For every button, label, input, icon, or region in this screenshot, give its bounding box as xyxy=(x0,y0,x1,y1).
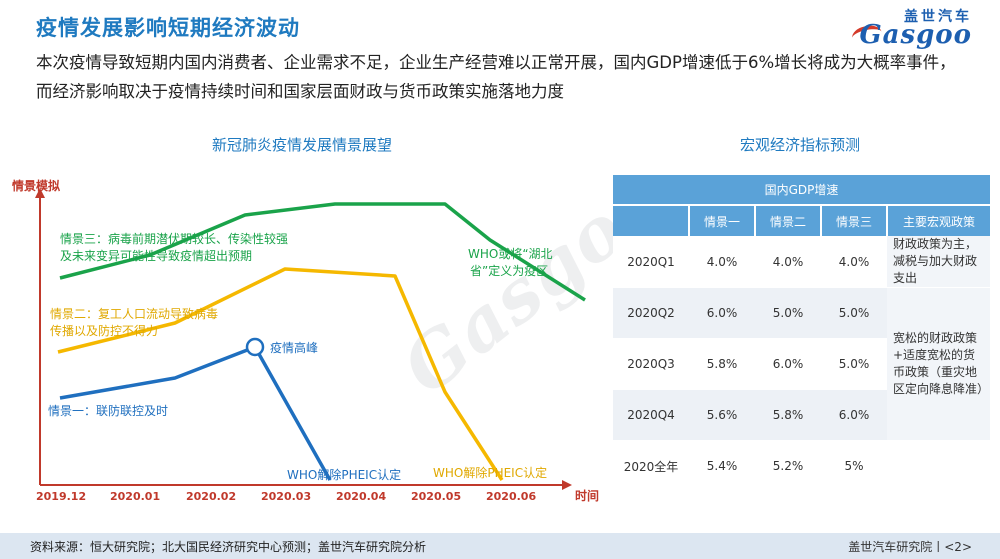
table-title: 宏观经济指标预测 xyxy=(740,136,861,154)
headline-text: 本次疫情导致短期内国内消费者、企业需求不足，企业生产经营难以正常开展，国内GDP… xyxy=(36,53,956,101)
x-axis-label: 时间 xyxy=(575,488,599,503)
table-row: 2020Q1 4.0% 4.0% 4.0% 财政政策为主，减税与加大财政支出 xyxy=(613,236,990,288)
table-row: 2020Q4 5.6% 5.8% 6.0% xyxy=(613,389,990,441)
logo-chinese-text: 盖世汽车 xyxy=(904,9,972,25)
page-title: 疫情发展影响短期经济波动 xyxy=(36,16,300,40)
who-pheic-label-2: WHO解除PHEIC认定 xyxy=(433,465,547,480)
value-cell: 5.6% xyxy=(689,389,755,441)
value-cell: 5.4% xyxy=(689,440,755,492)
who-hubei-label: 省”定义为疫区 xyxy=(470,263,548,278)
value-cell: 5.8% xyxy=(755,389,821,441)
x-tick-label: 2020.03 xyxy=(261,490,311,503)
scenario1-line xyxy=(59,345,332,481)
value-cell: 4.0% xyxy=(821,236,887,288)
gdp-forecast-table: 国内GDP增速 情景一 情景二 情景三 主要宏观政策 2020Q1 4.0% 4… xyxy=(613,175,990,492)
value-cell: 6.0% xyxy=(821,389,887,441)
policy-cell: 财政政策为主，减税与加大财政支出 xyxy=(887,236,990,288)
x-tick-label: 2020.05 xyxy=(411,490,461,503)
peak-marker xyxy=(245,337,265,357)
who-pheic-label-1: WHO解除PHEIC认定 xyxy=(287,467,401,482)
table-row: 2020全年 5.4% 5.2% 5% xyxy=(613,440,990,492)
y-axis-label: 情景模拟 xyxy=(12,178,60,193)
period-cell: 2020Q2 xyxy=(613,287,689,339)
period-cell: 2020Q1 xyxy=(613,236,689,288)
scenario1-label: 情景一：联防联控及时 xyxy=(48,403,168,418)
footer-bar: 资料来源：恒大研究院；北大国民经济研究中心预测；盖世汽车研究院分析 盖世汽车研究… xyxy=(0,533,1000,559)
scenario3-label: 情景三：病毒前期潜伏期较长、传染性较强 xyxy=(60,231,288,246)
scenario3-line xyxy=(59,202,586,302)
x-tick-label: 2019.12 xyxy=(36,490,86,503)
value-cell: 6.0% xyxy=(755,338,821,390)
x-tick-label: 2020.06 xyxy=(486,490,536,503)
x-tick-label: 2020.01 xyxy=(110,490,160,503)
scenario3-label: 及未来变异可能性导致疫情超出预期 xyxy=(60,248,252,263)
value-cell: 5.2% xyxy=(755,440,821,492)
footer-source: 资料来源：恒大研究院；北大国民经济研究中心预测；盖世汽车研究院分析 xyxy=(30,540,427,554)
y-axis-arrow xyxy=(35,188,45,198)
x-tick-labels: 2019.12 2020.01 2020.02 2020.03 2020.04 … xyxy=(36,490,536,503)
logo-english-text: Gasgoo xyxy=(859,20,972,50)
diagram-title: 新冠肺炎疫情发展情景展望 xyxy=(212,136,393,154)
value-cell: 5.0% xyxy=(821,338,887,390)
table-column-header: 主要宏观政策 xyxy=(886,204,990,236)
table-group-header: 国内GDP增速 xyxy=(613,175,990,205)
empty-cell xyxy=(887,440,990,492)
value-cell: 5.0% xyxy=(755,287,821,339)
table-column-header: 情景二 xyxy=(754,204,821,236)
period-cell: 2020Q4 xyxy=(613,389,689,441)
period-cell: 2020Q3 xyxy=(613,338,689,390)
table-column-header xyxy=(613,204,689,236)
scenario2-label: 情景二：复工人口流动导致病毒 xyxy=(50,306,218,321)
gasgoo-logo: 盖世汽车 Gasgoo xyxy=(832,6,972,50)
table-column-header: 情景三 xyxy=(820,204,887,236)
peak-label: 疫情高峰 xyxy=(270,340,318,355)
x-tick-label: 2020.02 xyxy=(186,490,236,503)
table-column-header: 情景一 xyxy=(688,204,755,236)
table-row: 2020Q2 6.0% 5.0% 5.0% 宽松的财政政策+适度宽松的货币政策（… xyxy=(613,287,990,441)
x-axis-arrow xyxy=(562,480,572,490)
value-cell: 4.0% xyxy=(689,236,755,288)
value-cell: 5.8% xyxy=(689,338,755,390)
policy-cell: 宽松的财政政策+适度宽松的货币政策（重灾地区定向降息降准） xyxy=(887,287,990,441)
value-cell: 5% xyxy=(821,440,887,492)
x-tick-label: 2020.04 xyxy=(336,490,386,503)
value-cell: 5.0% xyxy=(821,287,887,339)
footer-org-page: 盖世汽车研究院丨<2> xyxy=(848,540,972,554)
table-row: 2020Q3 5.8% 6.0% 5.0% xyxy=(613,338,990,390)
period-cell: 2020全年 xyxy=(613,440,689,492)
who-hubei-label: WHO或将“湖北 xyxy=(468,246,553,261)
scenario-diagram: 情景模拟 时间 2019.12 2020.01 2020.02 2020.03 … xyxy=(12,178,599,503)
value-cell: 4.0% xyxy=(755,236,821,288)
scenario2-label: 传播以及防控不得力 xyxy=(50,323,158,338)
scenario2-line xyxy=(57,267,504,481)
value-cell: 6.0% xyxy=(689,287,755,339)
